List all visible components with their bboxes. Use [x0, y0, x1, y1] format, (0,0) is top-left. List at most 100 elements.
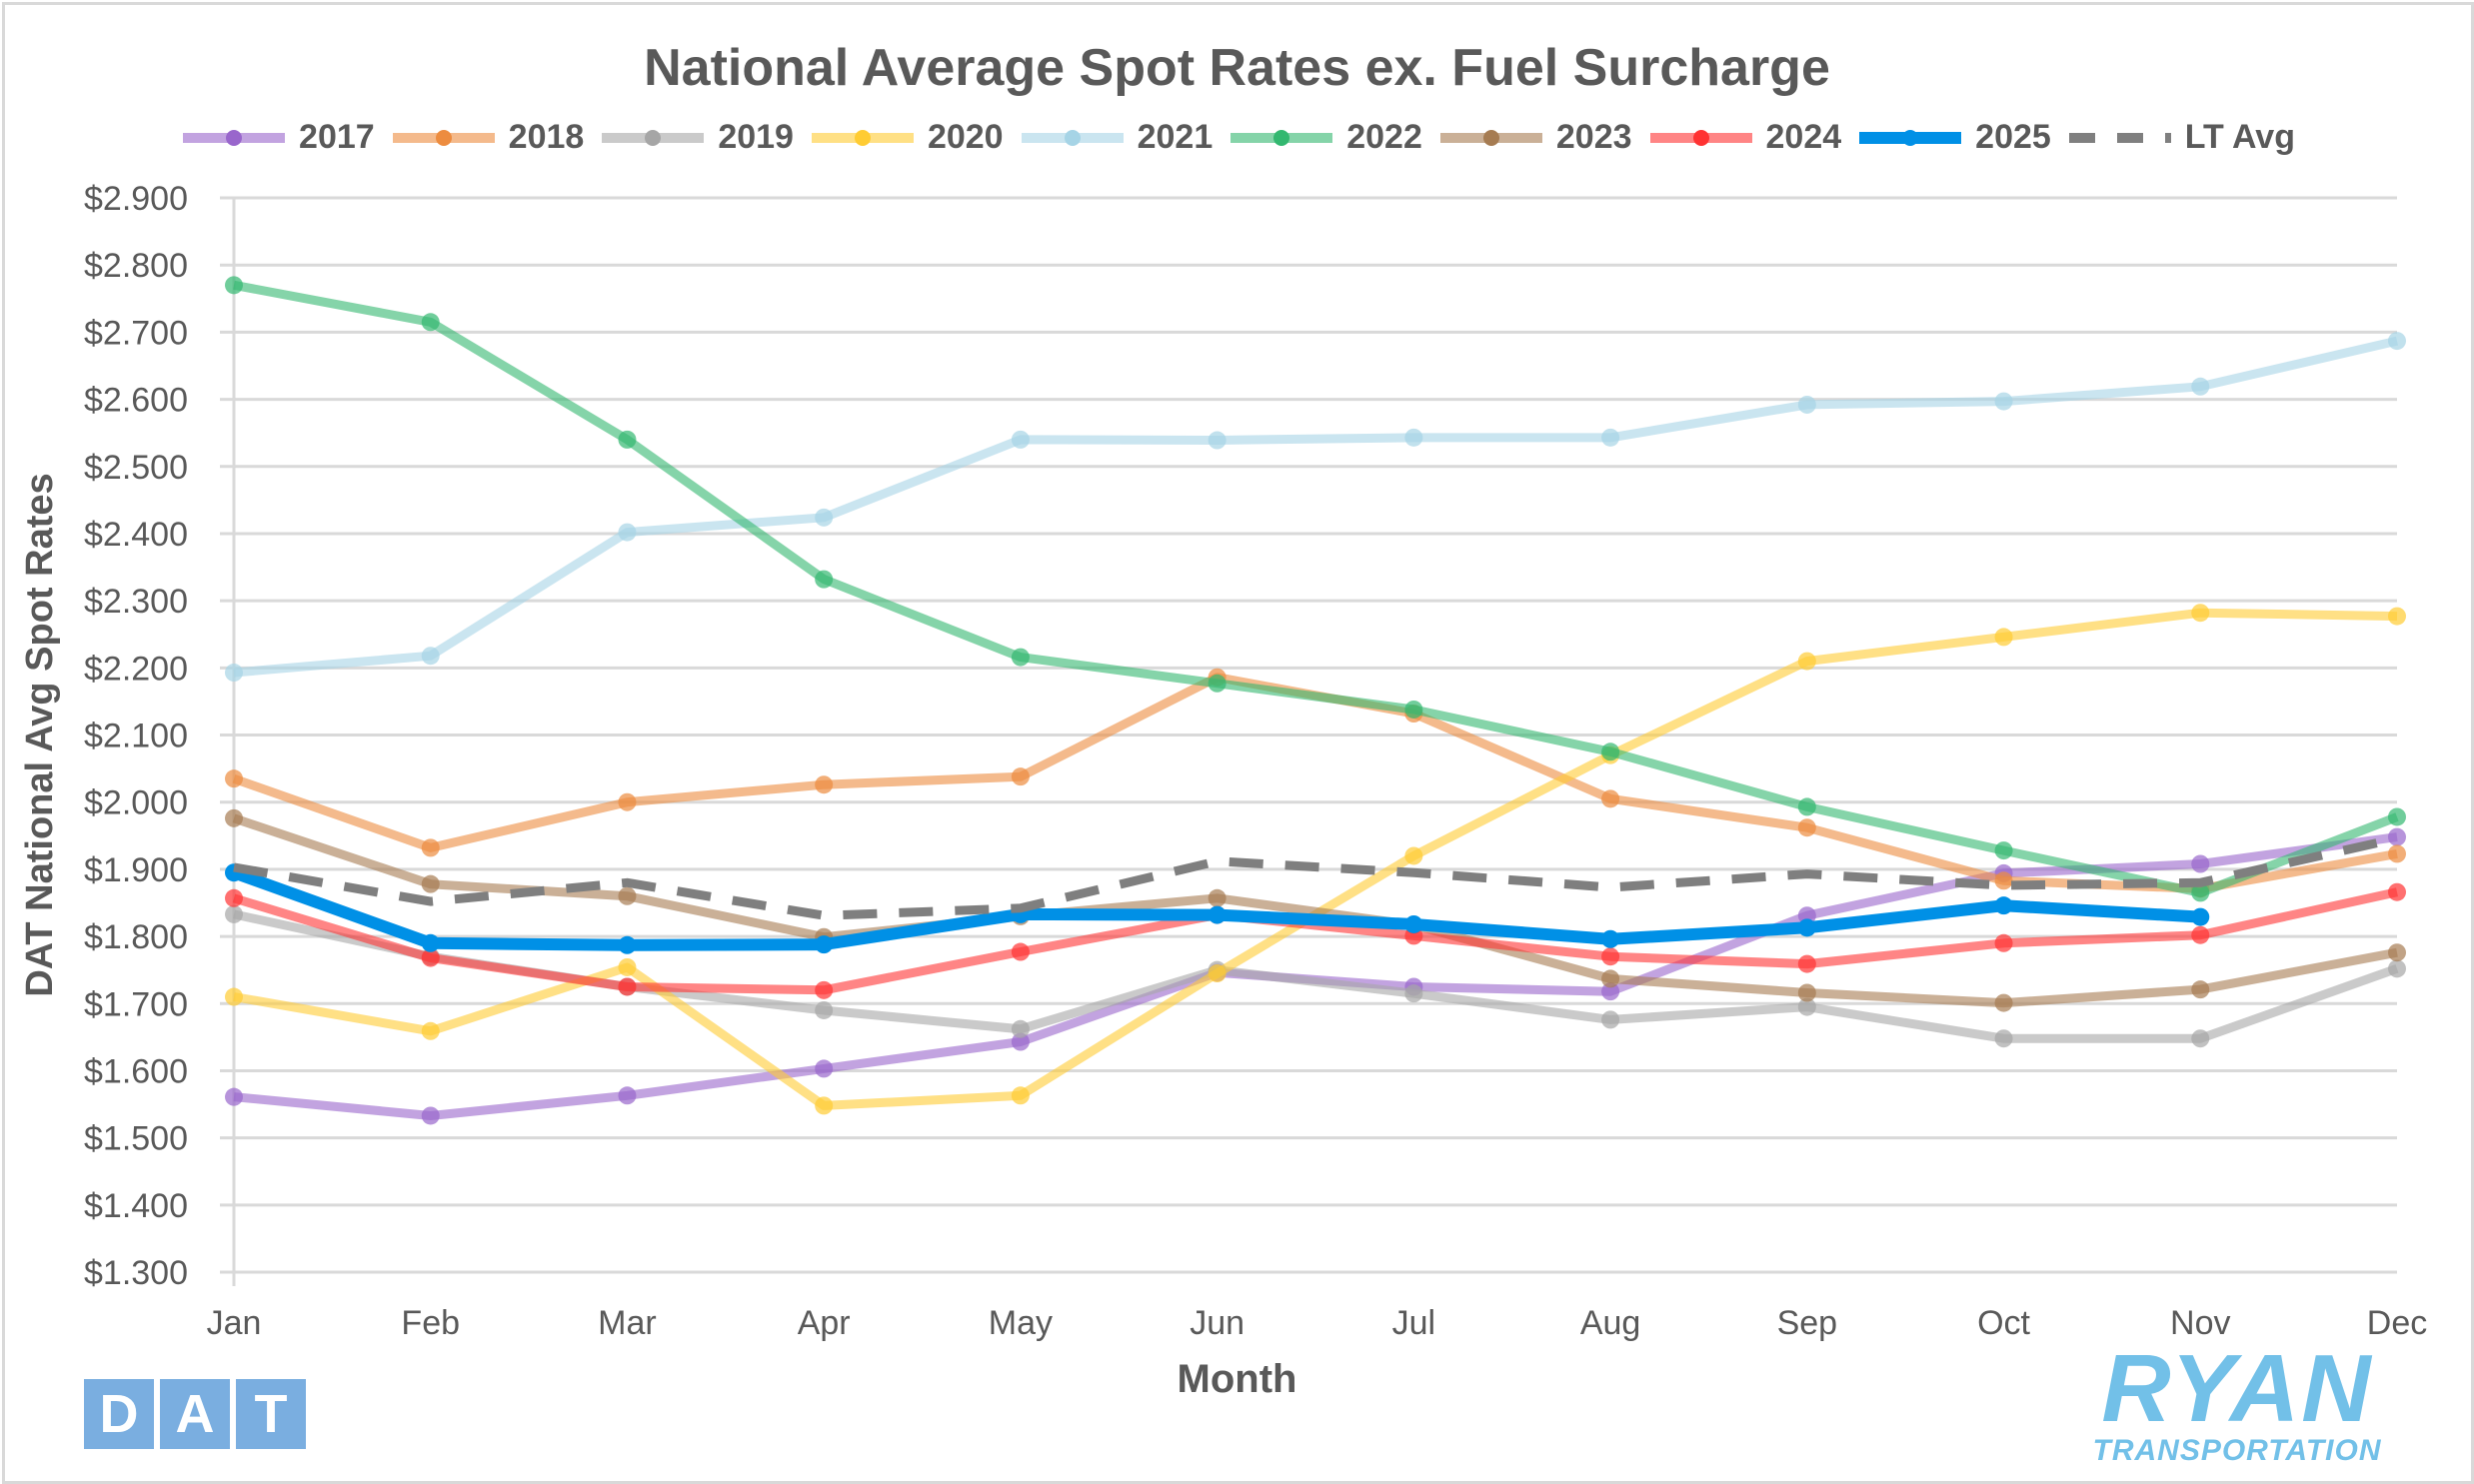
- legend-item: 2024: [1646, 118, 1842, 157]
- legend-swatch: [811, 129, 914, 146]
- y-tick-label: $2.200: [84, 650, 188, 688]
- y-tick-label: $2.700: [84, 314, 188, 352]
- data-point: [1208, 964, 1227, 983]
- data-point: [1797, 395, 1816, 414]
- ryan-logo-sub: TRANSPORTATION: [2092, 1434, 2382, 1467]
- data-point: [1404, 914, 1423, 933]
- legend-swatch: [1231, 129, 1333, 146]
- y-tick-label: $2.400: [84, 516, 188, 554]
- data-point: [1208, 674, 1227, 693]
- data-point: [421, 313, 440, 332]
- data-point: [1797, 797, 1816, 816]
- legend-label: LT Avg: [2184, 118, 2295, 156]
- data-point: [1208, 888, 1227, 907]
- data-point: [1011, 1086, 1030, 1105]
- data-point: [1011, 430, 1030, 449]
- data-point: [2388, 332, 2406, 351]
- data-point: [1601, 789, 1620, 808]
- data-point: [1208, 431, 1227, 450]
- data-point: [421, 874, 440, 893]
- data-point: [815, 1096, 834, 1115]
- y-tick-label: $1.300: [84, 1254, 188, 1292]
- data-point: [2191, 980, 2210, 999]
- series-line-2021: [233, 336, 2399, 678]
- data-point: [1601, 982, 1620, 1001]
- data-point: [1994, 841, 2013, 860]
- data-point: [1011, 1019, 1030, 1038]
- data-point: [225, 888, 243, 907]
- series-line-2018: [232, 673, 2398, 893]
- x-tick-label: Mar: [598, 1304, 657, 1342]
- data-point: [225, 904, 243, 923]
- data-point: [2388, 943, 2406, 962]
- data-point: [1404, 846, 1423, 865]
- ryan-logo-main: RYAN: [2101, 1335, 2373, 1442]
- legend-swatch: [1439, 129, 1542, 146]
- data-point: [2191, 907, 2210, 926]
- legend-item: 2018: [389, 118, 584, 157]
- series-line-2023: [232, 813, 2398, 1008]
- data-point: [1011, 767, 1030, 786]
- data-point: [815, 935, 834, 954]
- y-tick-label: $2.100: [84, 718, 188, 755]
- x-tick-label: Jan: [207, 1304, 262, 1342]
- legend-swatch: [1021, 129, 1124, 146]
- y-tick-label: $2.600: [84, 382, 188, 420]
- y-tick-label: $2.300: [84, 583, 188, 621]
- data-point: [1011, 1032, 1030, 1051]
- legend-swatch: [1859, 129, 1962, 146]
- data-point: [421, 1021, 440, 1040]
- data-point: [2388, 882, 2406, 901]
- data-point: [2191, 925, 2210, 944]
- x-tick-label: Dec: [2367, 1304, 2427, 1342]
- legend-label: 2025: [1975, 118, 2051, 156]
- data-point: [1994, 392, 2013, 411]
- legend-item: 2020: [808, 118, 1004, 157]
- data-point: [421, 647, 440, 666]
- y-tick-label: $1.500: [84, 1120, 188, 1158]
- legend-label: 2023: [1555, 118, 1632, 156]
- dat-logo-letter: D: [84, 1379, 154, 1449]
- data-point: [1601, 969, 1620, 988]
- data-point: [618, 957, 637, 976]
- y-tick-label: $1.900: [84, 851, 188, 889]
- data-point: [1797, 818, 1816, 837]
- data-point: [225, 1087, 243, 1106]
- data-point: [1011, 942, 1030, 961]
- y-tick-label: $2.000: [84, 784, 188, 822]
- legend-label: 2022: [1346, 118, 1422, 156]
- x-tick-label: Aug: [1580, 1304, 1641, 1342]
- legend-label: 2024: [1765, 118, 1842, 156]
- legend-swatch: [2068, 132, 2171, 143]
- legend-item: LT Avg: [2065, 118, 2295, 157]
- data-point: [618, 430, 637, 449]
- data-point: [2388, 959, 2406, 978]
- data-point: [815, 775, 834, 794]
- data-point: [2191, 377, 2210, 396]
- data-point: [1797, 918, 1816, 937]
- series-line-lt-avg: [233, 833, 2398, 920]
- x-tick-label: Jul: [1392, 1304, 1435, 1342]
- data-point: [1404, 700, 1423, 719]
- legend-item: 2023: [1436, 118, 1632, 157]
- legend-swatch: [183, 129, 286, 146]
- data-point: [618, 1086, 637, 1105]
- y-axis-title: DAT National Avg Spot Rates: [19, 473, 61, 996]
- data-point: [1994, 896, 2013, 915]
- data-point: [421, 933, 440, 952]
- legend: 2017 2018 2019 2020 2021 2022 2023 2024 2025 LT A…: [0, 118, 2474, 157]
- series-line-2022: [233, 280, 2399, 897]
- data-point: [815, 508, 834, 527]
- data-point: [1404, 428, 1423, 447]
- data-point: [225, 987, 243, 1006]
- data-point: [421, 838, 440, 857]
- data-point: [815, 570, 834, 589]
- data-point: [1797, 954, 1816, 973]
- legend-label: 2020: [927, 118, 1004, 156]
- dat-logo-letter: T: [236, 1379, 306, 1449]
- legend-label: 2019: [718, 118, 794, 156]
- legend-label: 2017: [299, 118, 375, 156]
- data-point: [618, 523, 637, 542]
- data-point: [225, 769, 243, 788]
